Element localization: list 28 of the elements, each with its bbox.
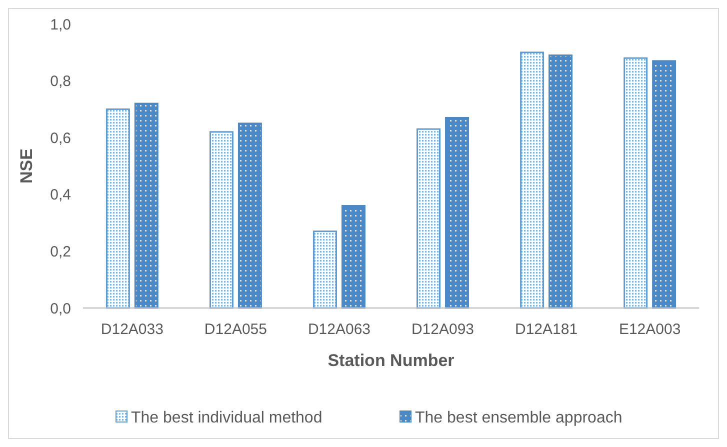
bar [520, 52, 544, 309]
x-tick-label: E12A003 [618, 321, 681, 338]
bar [624, 57, 648, 309]
bar [209, 131, 234, 309]
x-tick-label: D12A093 [411, 321, 474, 338]
y-tick-label: 0,8 [50, 73, 71, 90]
y-tick-label: 0,2 [50, 243, 71, 260]
x-tick-label: D12A055 [204, 321, 267, 338]
legend-label: The best ensemble approach [415, 410, 622, 427]
bar [238, 122, 262, 309]
bar [416, 128, 441, 309]
x-tick-label: D12A033 [100, 321, 164, 338]
x-tick-label: D12A181 [515, 321, 578, 338]
y-tick-label: 1,0 [50, 16, 71, 34]
y-axis-title: NSE [17, 148, 36, 184]
legend-label: The best individual method [131, 410, 322, 427]
x-tick-label: D12A063 [308, 321, 371, 338]
y-tick-label: 0,4 [50, 186, 71, 204]
bar [134, 102, 158, 309]
x-axis-title: Station Number [328, 351, 455, 370]
bar [445, 116, 469, 309]
bar [313, 230, 337, 309]
y-tick-label: 0,6 [50, 130, 71, 147]
y-tick-label: 0,0 [50, 300, 71, 318]
bar [548, 54, 573, 309]
bar [341, 205, 366, 309]
bar [652, 60, 676, 309]
bar [106, 108, 130, 309]
